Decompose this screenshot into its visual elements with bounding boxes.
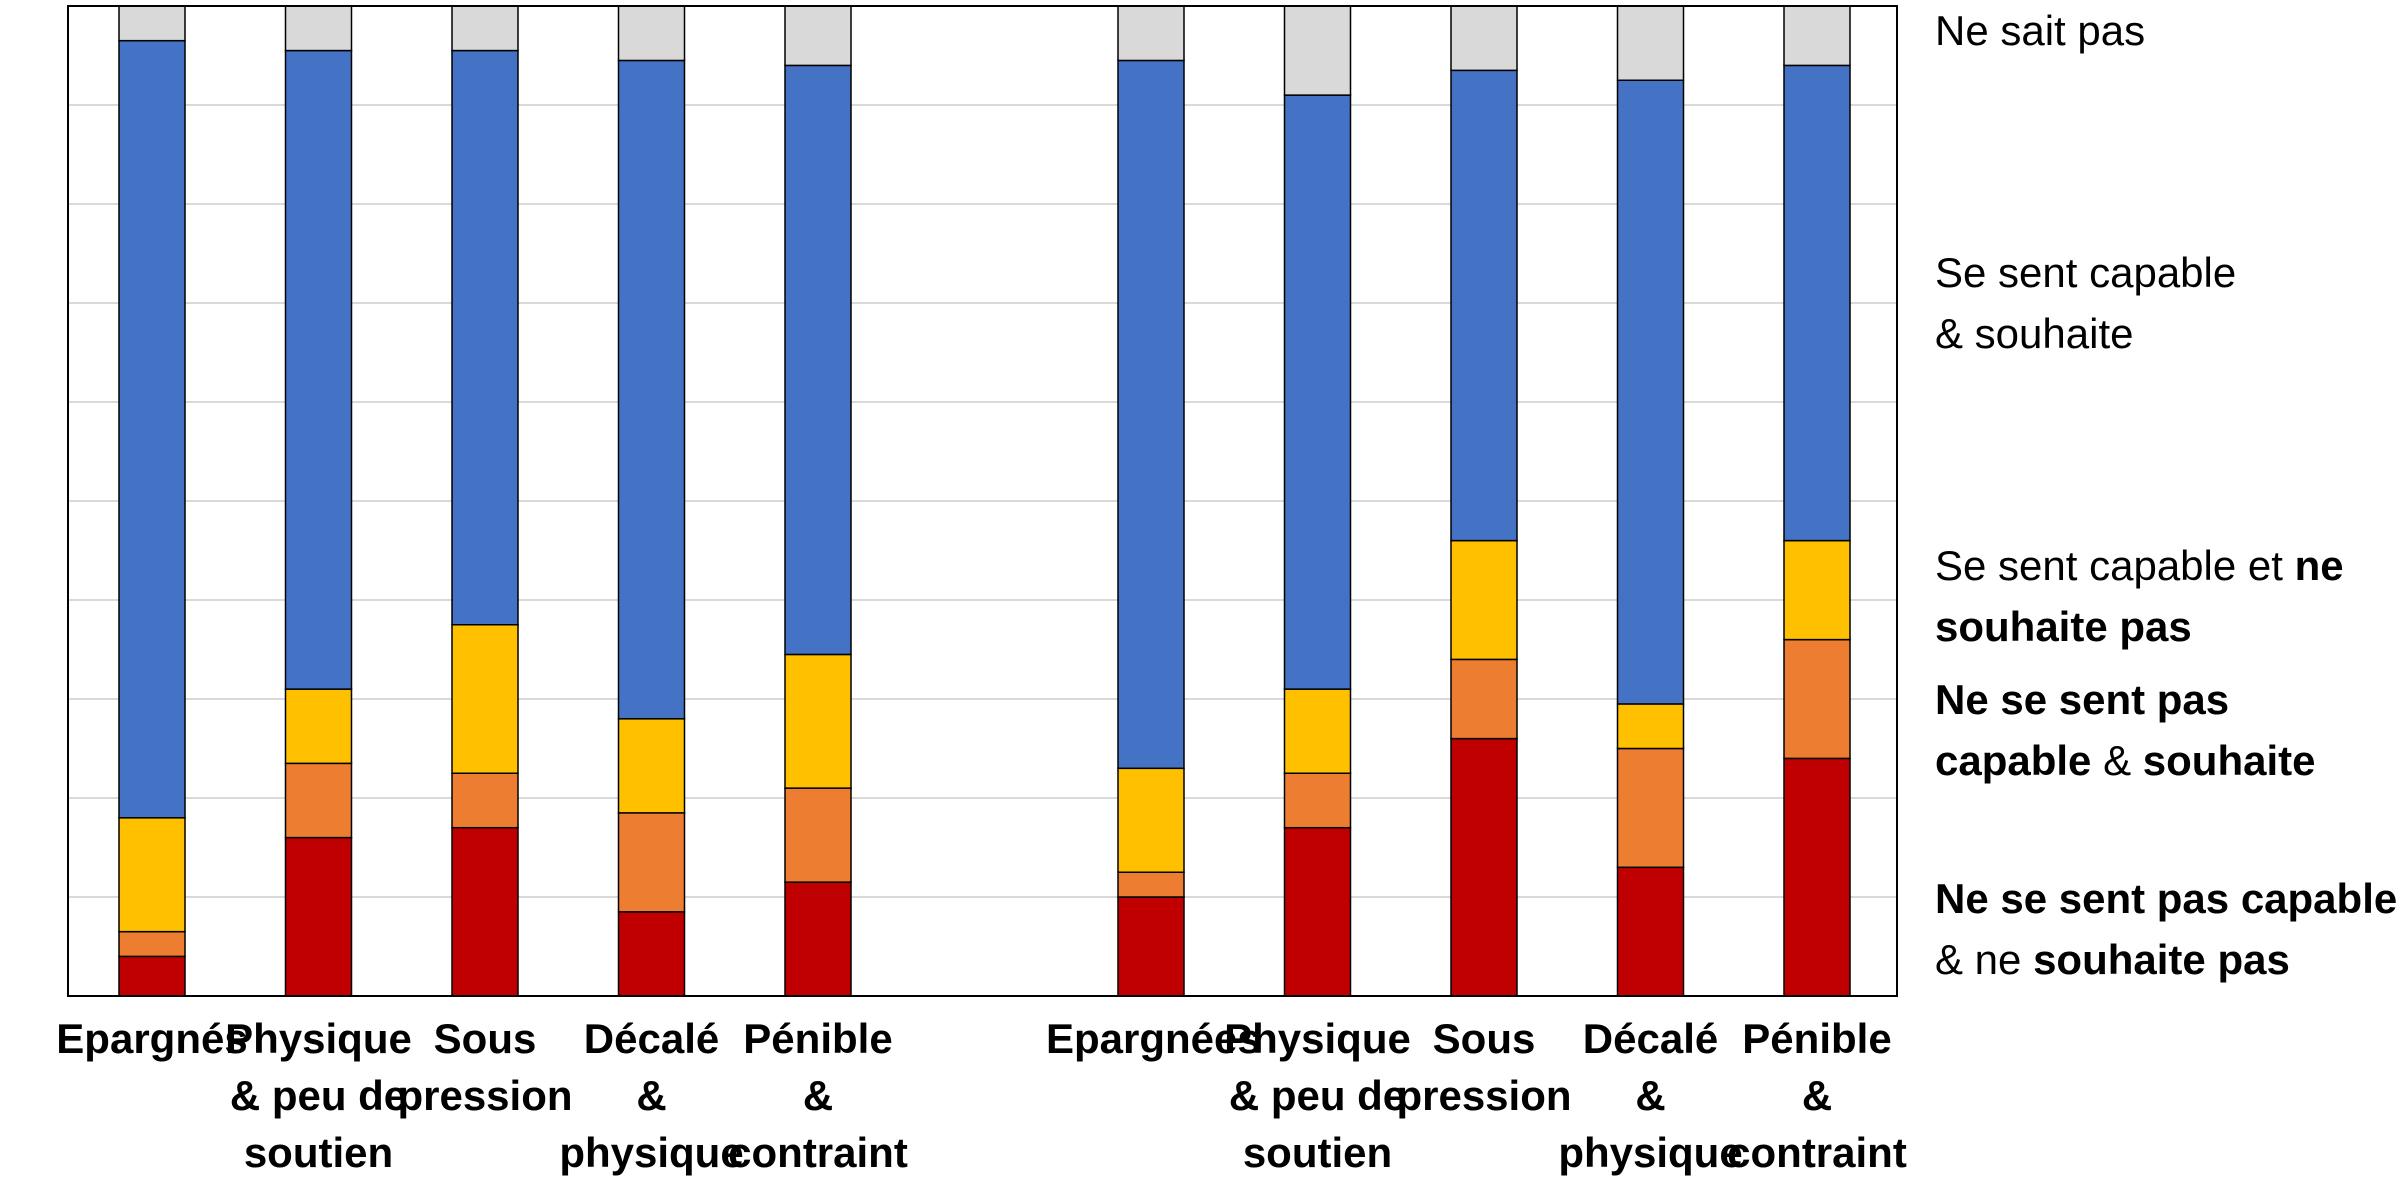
bar-segment xyxy=(118,5,186,42)
x-tick-label: Sous pression xyxy=(397,1015,573,1119)
legend-entry: Ne sait pas xyxy=(1935,7,2146,54)
bar-segment xyxy=(451,826,519,997)
bar-segment xyxy=(451,5,519,52)
x-tick-label: Décalé & physique xyxy=(559,1015,744,1176)
bar-segment xyxy=(784,787,852,883)
bar-stack xyxy=(1450,5,1518,997)
bar-segment xyxy=(1450,737,1518,997)
bar-stack xyxy=(784,5,852,997)
bar-segment xyxy=(1783,638,1851,760)
legend-entry: Se sent capable et ne souhaite pas xyxy=(1935,542,2344,650)
x-tick-label: Pénible & contraint xyxy=(1727,1015,1907,1176)
bar-segment xyxy=(1450,5,1518,72)
bar-segment xyxy=(1117,59,1185,770)
x-tick-label: Sous pression xyxy=(1396,1015,1572,1119)
bar-stack xyxy=(1283,5,1352,997)
bar-segment xyxy=(1783,539,1851,641)
bar-segment xyxy=(617,59,686,720)
x-tick-label: Physique & peu de soutien xyxy=(1224,1015,1411,1176)
bar-segment xyxy=(784,881,852,997)
bar-stack xyxy=(1783,5,1851,997)
bar-segment xyxy=(1616,5,1685,81)
bar-segment xyxy=(784,653,852,789)
x-tick-label: Epargnés xyxy=(56,1015,248,1062)
bar-segment xyxy=(1616,747,1685,869)
plot-area-border xyxy=(67,5,1898,997)
legend-entry: Ne se sent pas capable & ne souhaite pas xyxy=(1935,875,2398,983)
bar-stack xyxy=(118,5,186,997)
bar-segment xyxy=(451,49,519,626)
bar-segment xyxy=(1283,5,1352,96)
bar-segment xyxy=(1450,539,1518,661)
bar-stacks xyxy=(118,5,1851,997)
bar-segment xyxy=(1117,5,1185,62)
bar-segment xyxy=(1117,871,1185,898)
x-tick-label: Pénible & contraint xyxy=(728,1015,908,1176)
bar-segment xyxy=(118,955,186,997)
bar-segment xyxy=(118,930,186,958)
bar-stack xyxy=(1117,5,1185,997)
bar-segment xyxy=(284,762,353,839)
bar-segment xyxy=(1283,688,1352,774)
bar-segment xyxy=(1283,94,1352,690)
bar-segment xyxy=(1283,772,1352,829)
bar-segment xyxy=(1117,896,1185,997)
bar-segment xyxy=(1450,658,1518,740)
legend-entry: Ne se sent pas capable & souhaite xyxy=(1935,676,2316,784)
bar-segment xyxy=(284,5,353,52)
bar-segment xyxy=(784,64,852,656)
bar-segment xyxy=(1117,767,1185,873)
x-tick-label: Physique & peu de soutien xyxy=(225,1015,412,1176)
gridlines xyxy=(68,104,1897,898)
x-tick-label: Décalé & physique xyxy=(1558,1015,1743,1176)
bar-segment xyxy=(617,911,686,997)
bar-segment xyxy=(1616,79,1685,705)
legend-entry: Se sent capable & souhaite xyxy=(1935,249,2237,357)
bar-segment xyxy=(118,39,186,819)
bar-segment xyxy=(617,5,686,62)
bar-segment xyxy=(284,836,353,997)
bar-segment xyxy=(1450,69,1518,542)
bar-segment xyxy=(451,772,519,829)
bar-segment xyxy=(784,5,852,67)
bar-stack xyxy=(451,5,519,997)
bar-segment xyxy=(1283,826,1352,997)
bar-stack xyxy=(617,5,686,997)
bar-segment xyxy=(451,624,519,774)
bar-segment xyxy=(617,812,686,913)
bar-stack xyxy=(284,5,353,997)
x-tick-label: Epargnées xyxy=(1046,1015,1261,1062)
bar-segment xyxy=(1616,866,1685,997)
bar-segment xyxy=(1783,5,1851,67)
bar-segment xyxy=(617,718,686,814)
bar-segment xyxy=(284,688,353,765)
bar-segment xyxy=(284,49,353,690)
bar-segment xyxy=(1616,703,1685,750)
bar-segment xyxy=(1783,757,1851,997)
bar-stack xyxy=(1616,5,1685,997)
bar-segment xyxy=(1783,64,1851,542)
bar-segment xyxy=(118,817,186,933)
